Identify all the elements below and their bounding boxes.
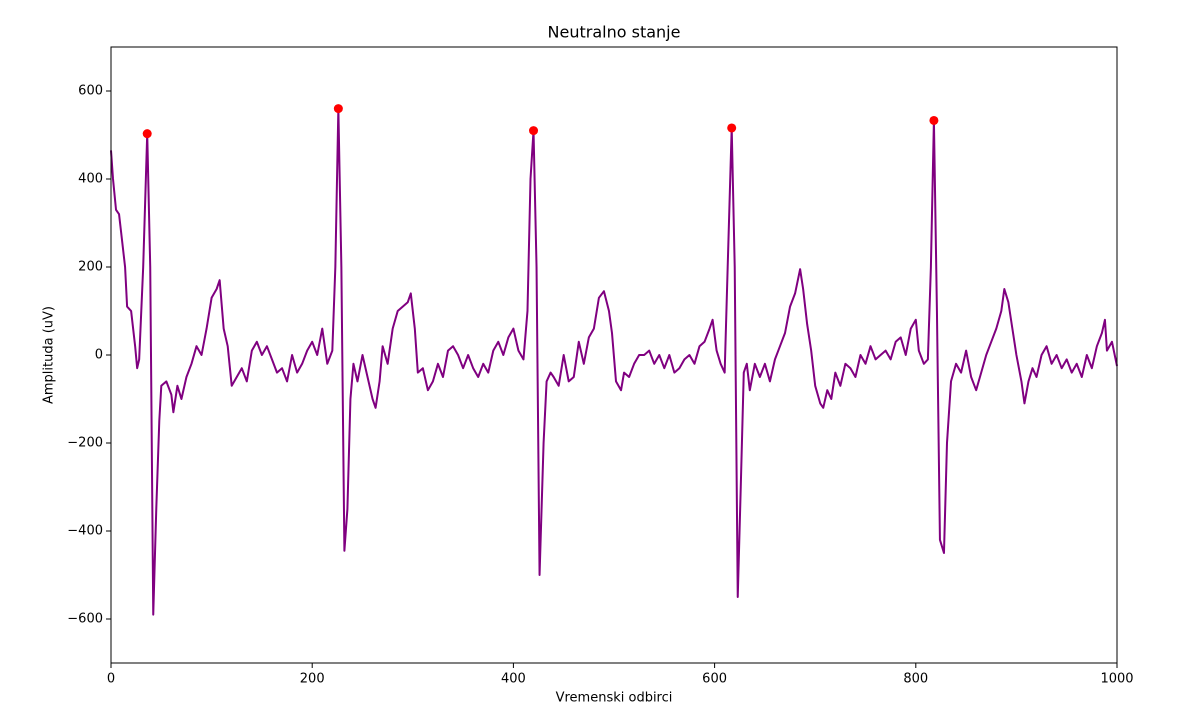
y-tick-label: −600 — [67, 612, 103, 627]
x-tick-label: 400 — [501, 672, 526, 687]
x-tick-label: 600 — [702, 672, 727, 687]
peak-marker — [727, 123, 737, 133]
y-tick-label: 200 — [78, 260, 103, 275]
x-tick-label: 0 — [107, 672, 115, 687]
y-tick-label: 600 — [78, 84, 103, 99]
y-tick-label: 400 — [78, 172, 103, 187]
peak-marker — [929, 115, 939, 125]
peak-marker — [142, 129, 152, 139]
chart-title: Neutralno stanje — [548, 23, 681, 42]
peak-marker — [333, 104, 343, 114]
y-axis-label: Amplituda (uV) — [42, 306, 57, 404]
x-tick-label: 800 — [903, 672, 928, 687]
y-tick-label: −200 — [67, 436, 103, 451]
y-tick-label: 0 — [95, 348, 103, 363]
x-tick-label: 200 — [300, 672, 325, 687]
y-tick-label: −400 — [67, 524, 103, 539]
x-tick-label: 1000 — [1100, 672, 1133, 687]
x-axis-label: Vremenski odbirci — [556, 691, 673, 706]
plot-frame — [110, 46, 1118, 664]
signal-line — [110, 107, 1118, 616]
peak-marker — [529, 126, 539, 136]
